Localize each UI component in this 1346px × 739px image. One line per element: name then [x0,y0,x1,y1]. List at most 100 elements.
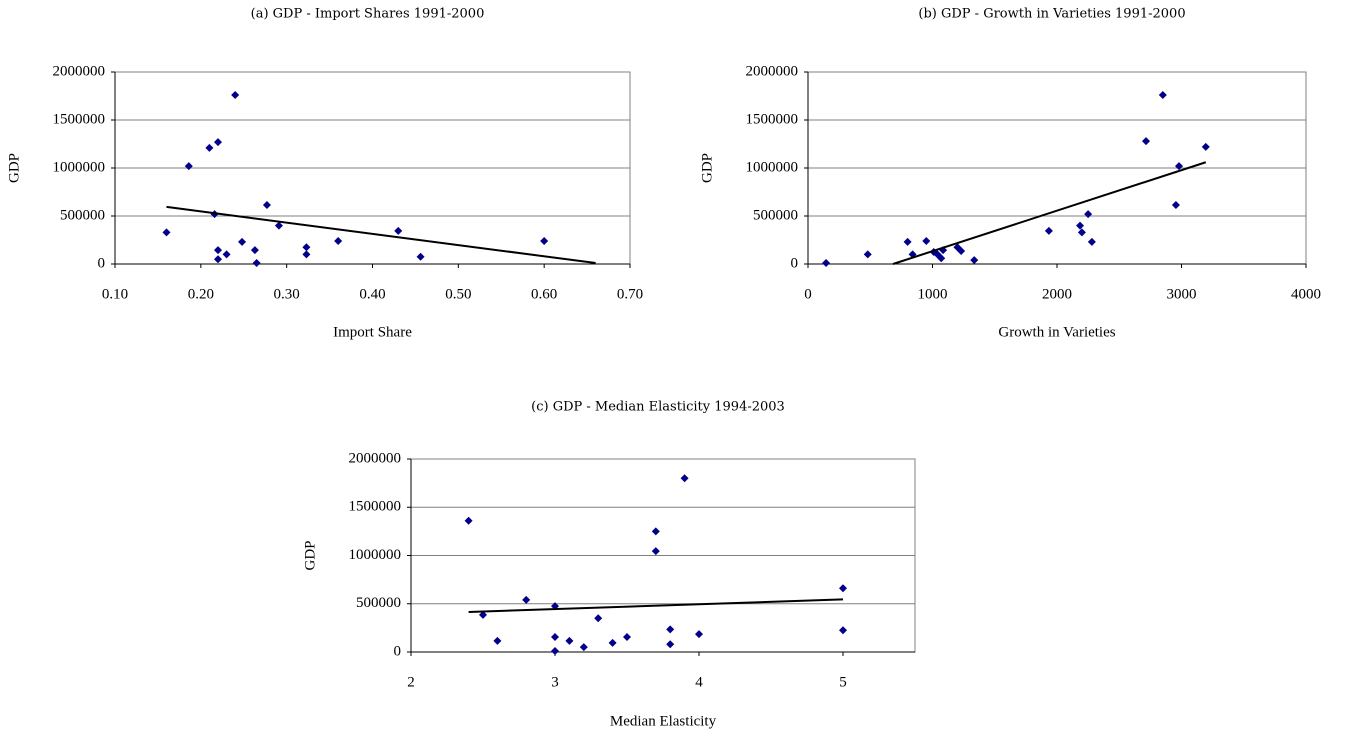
y-axis-label: GDP [302,540,318,570]
y-tick-label: 1000000 [349,547,402,563]
point [302,243,311,252]
point [651,527,660,536]
x-tick-label: 2000 [1042,286,1072,302]
point [1084,210,1093,219]
x-tick-label: 0 [804,286,812,302]
point [540,236,549,245]
point [695,630,703,639]
point [522,595,531,604]
point [1175,162,1184,171]
point [608,638,617,647]
point [205,143,214,152]
x-tick-label: 5 [839,674,847,690]
trend-line [892,161,1207,265]
point [1087,237,1096,246]
x-axis-label: Median Elasticity [610,713,717,729]
x-tick-label: 0.60 [531,286,557,302]
point [1076,221,1085,230]
chart-title: (c) GDP - Median Elasticity 1994-2003 [531,400,785,415]
point [416,252,425,261]
point [1077,228,1086,237]
point [274,221,283,230]
point [680,474,689,483]
point [623,633,631,642]
x-axis-label: Growth in Varieties [998,324,1115,340]
x-tick-label: 0.30 [274,286,300,302]
point [970,256,979,265]
x-tick-label: 3000 [1167,286,1197,302]
x-tick-label: 0.40 [359,286,385,302]
point [252,259,261,268]
point [651,547,660,556]
y-tick-label: 2000000 [53,63,106,79]
point [839,626,847,635]
point [493,636,502,645]
point [666,640,675,649]
y-axis-label: GDP [699,153,715,183]
y-tick-label: 2000000 [349,450,402,466]
point [1044,226,1053,235]
point [839,584,847,593]
point [479,610,487,619]
point [162,228,171,237]
x-tick-label: 4 [695,674,703,690]
point [579,643,588,652]
point [565,636,574,645]
y-tick-label: 1500000 [746,111,799,127]
x-axis-label: Import Share [333,324,412,340]
point [551,633,559,642]
x-tick-label: 0.20 [188,286,214,302]
point [334,236,343,245]
point [551,647,559,656]
y-tick-label: 500000 [60,207,105,223]
point [822,259,831,268]
point [903,237,912,246]
y-tick-label: 500000 [753,207,798,223]
point [231,91,240,100]
point [302,250,311,259]
y-axis-label: GDP [6,153,22,183]
point [394,226,403,235]
point [238,237,247,246]
point [214,138,222,147]
x-tick-label: 3 [551,674,559,690]
chart-title: (a) GDP - Import Shares 1991-2000 [251,7,485,22]
point [666,625,675,634]
point [1142,137,1151,146]
chart-title: (b) GDP - Growth in Varieties 1991-2000 [918,7,1185,22]
point [214,246,222,255]
x-tick-label: 4000 [1291,286,1321,302]
point [222,250,231,259]
point [250,246,259,255]
y-tick-label: 0 [791,255,799,271]
x-tick-label: 1000 [918,286,948,302]
y-tick-label: 1500000 [349,499,402,515]
trend-line [468,598,844,613]
point [1171,200,1180,209]
y-tick-label: 0 [98,255,106,271]
point [922,236,931,245]
y-tick-label: 1000000 [53,159,106,175]
x-tick-label: 0.70 [617,286,643,302]
point [1158,91,1167,100]
x-tick-label: 0.50 [445,286,471,302]
y-tick-label: 0 [394,643,402,659]
y-tick-label: 500000 [356,595,401,611]
y-tick-label: 1000000 [746,159,799,175]
x-tick-label: 0.10 [102,286,128,302]
x-tick-label: 2 [407,674,415,690]
point [1201,142,1210,151]
point [937,254,946,263]
point [464,516,473,525]
y-tick-label: 1500000 [53,111,106,127]
point [863,250,872,259]
trend-line [166,205,596,265]
point [594,614,603,623]
y-tick-label: 2000000 [746,63,799,79]
point [184,162,193,171]
point [214,255,222,264]
point [262,200,271,209]
point [957,247,966,256]
